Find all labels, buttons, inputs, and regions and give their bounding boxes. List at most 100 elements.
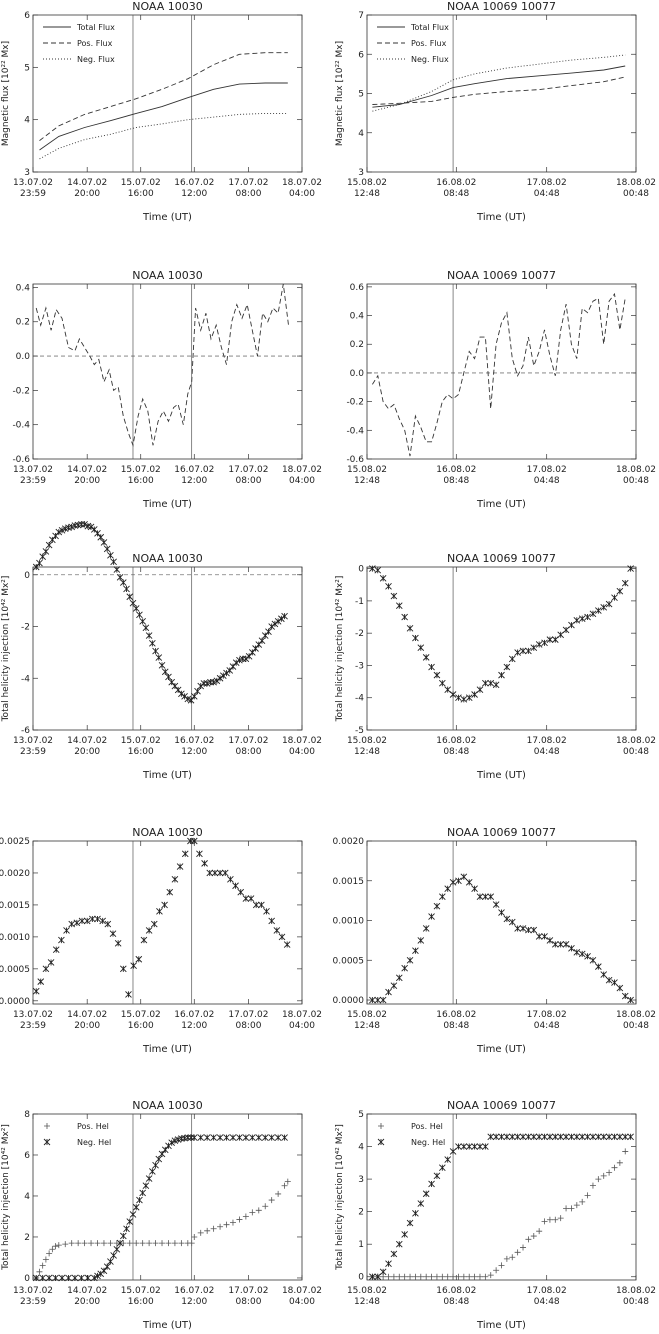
data-point bbox=[417, 1200, 425, 1207]
x-tick-label-date: 18.08.02 bbox=[616, 465, 656, 475]
data-point bbox=[236, 1134, 243, 1141]
data-point bbox=[417, 937, 425, 944]
x-tick-label-time: 04:48 bbox=[534, 1297, 560, 1307]
data-point bbox=[600, 1172, 607, 1179]
data-point bbox=[525, 647, 532, 655]
data-point bbox=[401, 613, 408, 621]
y-tick-label: 5 bbox=[358, 1110, 364, 1120]
data-point bbox=[149, 1168, 156, 1175]
y-tick-label: -0.6 bbox=[346, 455, 364, 465]
data-point bbox=[145, 1175, 153, 1182]
y-tick-label: 4 bbox=[358, 129, 364, 139]
data-point bbox=[487, 893, 495, 900]
data-point bbox=[73, 919, 81, 927]
y-tick-label: 4 bbox=[24, 1192, 30, 1202]
data-point bbox=[611, 979, 618, 986]
data-point bbox=[52, 1274, 59, 1282]
data-point bbox=[129, 599, 137, 607]
data-point bbox=[166, 888, 174, 896]
data-point bbox=[498, 671, 505, 679]
data-point bbox=[123, 585, 130, 593]
data-point bbox=[187, 1134, 195, 1141]
series-1 bbox=[39, 82, 288, 151]
data-point bbox=[119, 965, 127, 973]
x-tick-label-time: 08:00 bbox=[235, 189, 261, 199]
data-point bbox=[171, 682, 179, 690]
data-point bbox=[78, 1274, 85, 1282]
data-point bbox=[465, 694, 473, 702]
data-point bbox=[49, 536, 56, 544]
x-tick-label-time: 23:59 bbox=[20, 189, 46, 199]
data-point bbox=[514, 1133, 521, 1141]
data-point bbox=[514, 925, 521, 932]
series-1 bbox=[32, 520, 288, 704]
x-tick-label-time: 00:48 bbox=[623, 476, 649, 486]
x-tick-label-date: 17.08.02 bbox=[527, 736, 567, 746]
data-point bbox=[52, 532, 59, 540]
x-tick-label-time: 20:00 bbox=[74, 1297, 100, 1307]
legend-swatch bbox=[378, 1123, 384, 1129]
series-line bbox=[372, 65, 626, 108]
x-axis-label: Time (UT) bbox=[142, 499, 192, 510]
series-1 bbox=[369, 1148, 629, 1280]
data-point bbox=[58, 1274, 66, 1282]
data-point bbox=[460, 1143, 468, 1150]
x-tick-label-time: 12:48 bbox=[354, 1021, 380, 1031]
data-point bbox=[471, 691, 478, 698]
data-point bbox=[176, 863, 184, 870]
data-point bbox=[595, 963, 602, 970]
plot-frame bbox=[32, 840, 303, 1005]
x-tick-label-date: 13.07.02 bbox=[13, 465, 53, 475]
data-point bbox=[109, 930, 117, 938]
data-point bbox=[573, 948, 581, 956]
data-point bbox=[562, 1133, 570, 1141]
x-tick-label-date: 15.08.02 bbox=[347, 178, 387, 188]
x-tick-label-time: 16:00 bbox=[128, 1021, 154, 1031]
panel-4: NOAA 10069 10077 -0.6 -0.4 -0.2 0.0 0.2 0.4 0.6… bbox=[346, 269, 656, 510]
data-point bbox=[444, 1273, 451, 1280]
data-point bbox=[268, 1134, 275, 1141]
data-point bbox=[58, 936, 65, 944]
x-tick-label-time: 20:00 bbox=[74, 476, 100, 486]
y-axis-label: Total helicity injection [10⁴² Mx²] bbox=[335, 1124, 345, 1271]
data-point bbox=[158, 1150, 166, 1158]
data-point bbox=[110, 558, 117, 566]
data-point bbox=[126, 593, 134, 601]
data-point bbox=[492, 1133, 500, 1141]
data-point bbox=[465, 879, 473, 886]
x-axis-label: Time (UT) bbox=[142, 212, 192, 223]
data-point bbox=[197, 682, 205, 690]
x-tick-label-date: 18.08.02 bbox=[616, 1010, 656, 1020]
plot-frame bbox=[366, 1113, 637, 1281]
data-point bbox=[627, 996, 634, 1004]
data-point bbox=[249, 649, 256, 656]
x-tick-label-date: 18.07.02 bbox=[282, 736, 322, 746]
data-point bbox=[503, 663, 511, 671]
data-point bbox=[219, 672, 227, 679]
data-point bbox=[36, 1268, 43, 1275]
data-point bbox=[573, 1202, 580, 1209]
data-point bbox=[476, 1273, 483, 1280]
data-point bbox=[428, 913, 435, 920]
series-2 bbox=[369, 1133, 634, 1281]
chart-title: NOAA 10030 bbox=[132, 1099, 203, 1112]
data-point bbox=[242, 1213, 249, 1220]
data-point bbox=[546, 937, 554, 944]
data-point bbox=[407, 1273, 414, 1280]
chart-title: NOAA 10069 10077 bbox=[447, 0, 556, 13]
data-point bbox=[32, 1274, 40, 1282]
data-point bbox=[107, 1258, 114, 1265]
data-point bbox=[47, 959, 55, 966]
x-tick-label-time: 08:00 bbox=[235, 1297, 261, 1307]
data-point bbox=[281, 612, 288, 620]
data-point bbox=[258, 637, 266, 645]
data-point bbox=[423, 1273, 430, 1280]
x-tick-label-time: 04:48 bbox=[534, 476, 560, 486]
data-point bbox=[188, 1240, 195, 1247]
y-tick-label: 0.2 bbox=[350, 340, 364, 350]
data-point bbox=[236, 1216, 243, 1223]
data-point bbox=[401, 1231, 408, 1238]
x-tick-label-time: 12:48 bbox=[354, 747, 380, 757]
